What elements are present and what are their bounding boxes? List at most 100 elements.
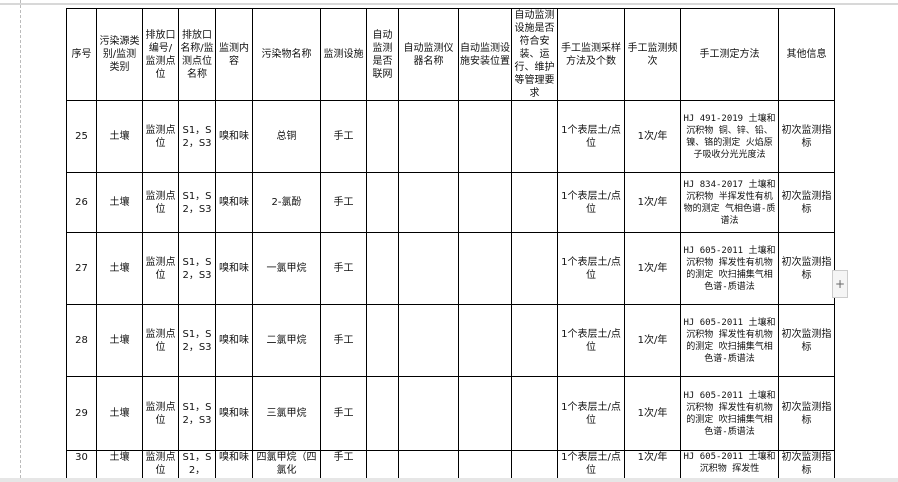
cell-content[interactable]: 嗅和味 [215,100,253,173]
cell-content[interactable]: 嗅和味 [215,376,253,451]
cell-frequency[interactable]: 1次/年 [624,232,681,305]
cell-category[interactable]: 土壤 [96,450,143,481]
cell-empty[interactable] [511,172,558,233]
column-header: 自动监测是否联网 [366,8,399,101]
cell-method[interactable]: HJ 491-2019 土壤和沉积物 铜、锌、铅、镍、铬的测定 火焰原子吸收分光… [680,100,779,173]
cell-empty[interactable] [398,304,459,377]
cell-sampling[interactable]: 1个表层土/点位 [557,100,625,173]
cell-empty[interactable] [511,304,558,377]
cell-method[interactable]: HJ 834-2017 土壤和沉积物 半挥发性有机物的测定 气相色谱-质谱法 [680,172,779,233]
cell-name[interactable]: S1，S2，S3 [178,100,216,173]
cell-no[interactable]: 29 [66,376,97,451]
cell-empty[interactable] [398,100,459,173]
cell-point[interactable]: 监测点位 [142,172,179,233]
column-header: 自动监测设施安装位置 [458,8,512,101]
cell-empty[interactable] [511,232,558,305]
cell-empty[interactable] [458,376,512,451]
cell-empty[interactable] [511,100,558,173]
add-row-button[interactable]: + [832,270,848,298]
cell-empty[interactable] [458,450,512,481]
cell-frequency[interactable]: 1次/年 [624,376,681,451]
cell-empty[interactable] [398,232,459,305]
column-header: 手工监测采样方法及个数 [557,8,625,101]
cell-frequency[interactable]: 1次/年 [624,450,681,481]
cell-other[interactable]: 初次监测指标 [778,100,835,173]
cell-sampling[interactable]: 1个表层土/点位 [557,376,625,451]
cell-empty[interactable] [458,232,512,305]
cell-empty[interactable] [511,376,558,451]
cell-content[interactable]: 嗅和味 [215,450,253,481]
cell-pollutant[interactable]: 三氯甲烷 [252,376,321,451]
cell-name[interactable]: S1，S2，S3 [178,232,216,305]
cell-empty[interactable] [458,172,512,233]
cell-sampling[interactable]: 1个表层土/点位 [557,450,625,481]
cell-name[interactable]: S1，S2，S3 [178,172,216,233]
cell-empty[interactable] [458,100,512,173]
cell-content[interactable]: 嗅和味 [215,232,253,305]
cell-name[interactable]: S1，S2，S3 [178,304,216,377]
cell-category[interactable]: 土壤 [96,376,143,451]
cell-facility[interactable]: 手工 [320,172,367,233]
cell-empty[interactable] [398,450,459,481]
cell-no[interactable]: 26 [66,172,97,233]
cell-method[interactable]: HJ 605-2011 土壤和沉积物 挥发性有机物的测定 吹扫捕集气相色谱-质谱… [680,304,779,377]
cell-point[interactable]: 监测点位 [142,304,179,377]
column-header: 排放口名称/监测点位名称 [178,8,216,101]
column-header: 监测内容 [215,8,253,101]
cell-method[interactable]: HJ 605-2011 土壤和沉积物 挥发性 [680,450,779,481]
cell-empty[interactable] [366,100,399,173]
cell-category[interactable]: 土壤 [96,232,143,305]
cell-empty[interactable] [366,304,399,377]
column-header: 手工测定方法 [680,8,779,101]
cell-no[interactable]: 27 [66,232,97,305]
table-row: 26 土壤 监测点位 S1，S2，S3 嗅和味 2-氯酚 手工 1个表层土/点位 1次/年 HJ … [66,172,835,233]
cell-no[interactable]: 30 [66,450,97,481]
cell-no[interactable]: 28 [66,304,97,377]
cell-empty[interactable] [366,376,399,451]
column-header: 排放口编号/监测点位 [142,8,179,101]
cell-empty[interactable] [366,450,399,481]
cell-frequency[interactable]: 1次/年 [624,172,681,233]
cell-name[interactable]: S1，S2，S3 [178,376,216,451]
cell-facility[interactable]: 手工 [320,100,367,173]
cell-point[interactable]: 监测点位 [142,232,179,305]
cell-facility[interactable]: 手工 [320,376,367,451]
cell-point[interactable]: 监测点位 [142,376,179,451]
cell-sampling[interactable]: 1个表层土/点位 [557,172,625,233]
cell-empty[interactable] [366,232,399,305]
cell-category[interactable]: 土壤 [96,304,143,377]
cell-facility[interactable]: 手工 [320,232,367,305]
cell-method[interactable]: HJ 605-2011 土壤和沉积物 挥发性有机物的测定 吹扫捕集气相色谱-质谱… [680,232,779,305]
cell-point[interactable]: 监测点位 [142,100,179,173]
cell-empty[interactable] [511,450,558,481]
cell-facility[interactable]: 手工 [320,450,367,481]
cell-pollutant[interactable]: 总铜 [252,100,321,173]
cell-category[interactable]: 土壤 [96,100,143,173]
cell-pollutant[interactable]: 四氯甲烷（四氯化 [252,450,321,481]
cell-method[interactable]: HJ 605-2011 土壤和沉积物 挥发性有机物的测定 吹扫捕集气相色谱-质谱… [680,376,779,451]
cell-pollutant[interactable]: 2-氯酚 [252,172,321,233]
cell-empty[interactable] [398,172,459,233]
cell-point[interactable]: 监测点位 [142,450,179,481]
cell-other[interactable]: 初次监测指标 [778,172,835,233]
cell-category[interactable]: 土壤 [96,172,143,233]
cell-frequency[interactable]: 1次/年 [624,304,681,377]
cell-sampling[interactable]: 1个表层土/点位 [557,304,625,377]
cell-pollutant[interactable]: 二氯甲烷 [252,304,321,377]
cell-no[interactable]: 25 [66,100,97,173]
cell-content[interactable]: 嗅和味 [215,172,253,233]
cell-name[interactable]: S1，S2， [178,450,216,481]
cell-sampling[interactable]: 1个表层土/点位 [557,232,625,305]
cell-facility[interactable]: 手工 [320,304,367,377]
cell-pollutant[interactable]: 一氯甲烷 [252,232,321,305]
cell-empty[interactable] [458,304,512,377]
cell-empty[interactable] [366,172,399,233]
cell-other[interactable]: 初次监测指标 [778,450,835,481]
cell-other[interactable]: 初次监测指标 [778,232,835,305]
horizontal-scrollbar[interactable] [0,478,898,482]
cell-other[interactable]: 初次监测指标 [778,304,835,377]
cell-content[interactable]: 嗅和味 [215,304,253,377]
cell-frequency[interactable]: 1次/年 [624,100,681,173]
cell-other[interactable]: 初次监测指标 [778,376,835,451]
cell-empty[interactable] [398,376,459,451]
